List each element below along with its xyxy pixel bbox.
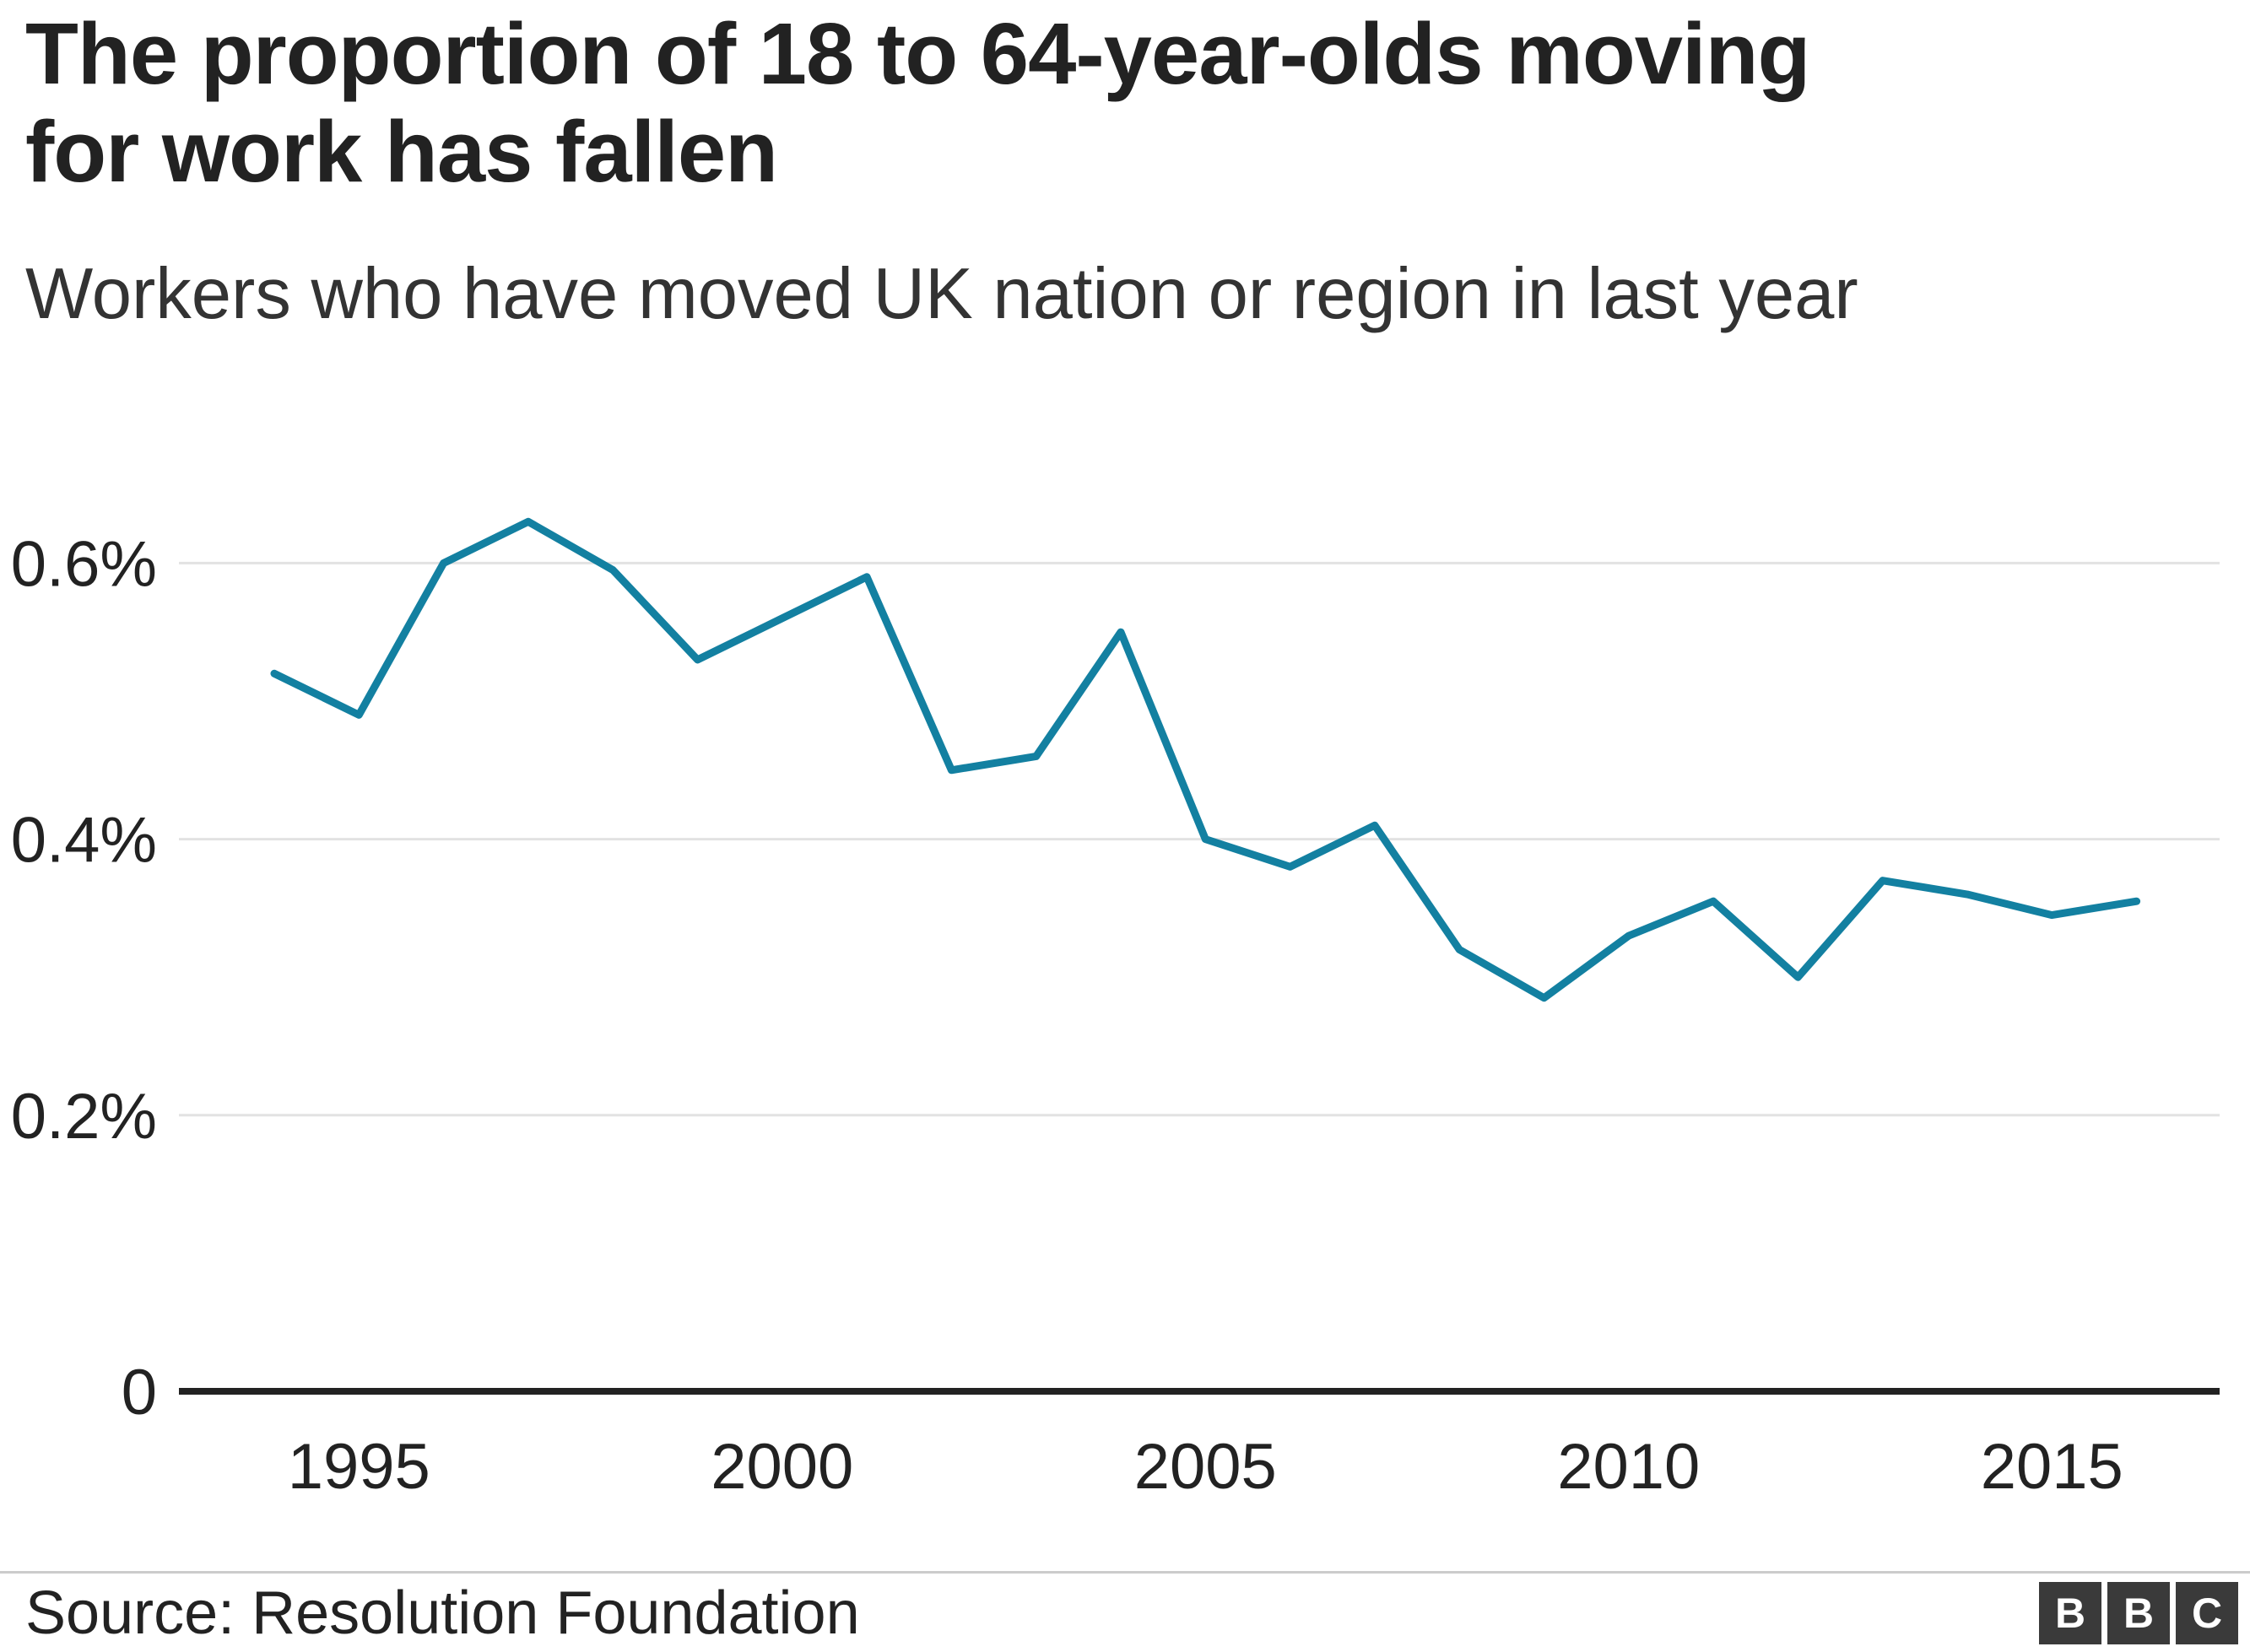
y-tick-label: 0.2%: [11, 1081, 157, 1153]
chart-title: The proportion of 18 to 64-year-olds mov…: [25, 5, 1810, 201]
x-tick-label: 2005: [1134, 1431, 1277, 1503]
x-tick-label: 2015: [1981, 1431, 2123, 1503]
y-tick-label: 0.4%: [11, 805, 157, 877]
x-tick-label: 2000: [711, 1431, 853, 1503]
x-tick-label: 1995: [288, 1431, 430, 1503]
bbc-logo-letter: B: [2107, 1581, 2170, 1644]
source-label: Source: Resolution Foundation: [25, 1579, 860, 1647]
chart-footer: Source: Resolution Foundation B B C: [0, 1571, 2250, 1652]
chart-subtitle: Workers who have moved UK nation or regi…: [25, 254, 1858, 334]
bbc-logo-letter: B: [2039, 1581, 2101, 1644]
data-line: [270, 517, 2141, 1002]
bbc-logo-letter: C: [2176, 1581, 2238, 1644]
y-tick-label: 0: [122, 1357, 157, 1428]
y-tick-label: 0.6%: [11, 528, 157, 600]
bbc-logo: B B C: [2039, 1581, 2238, 1644]
x-tick-label: 2010: [1557, 1431, 1700, 1503]
